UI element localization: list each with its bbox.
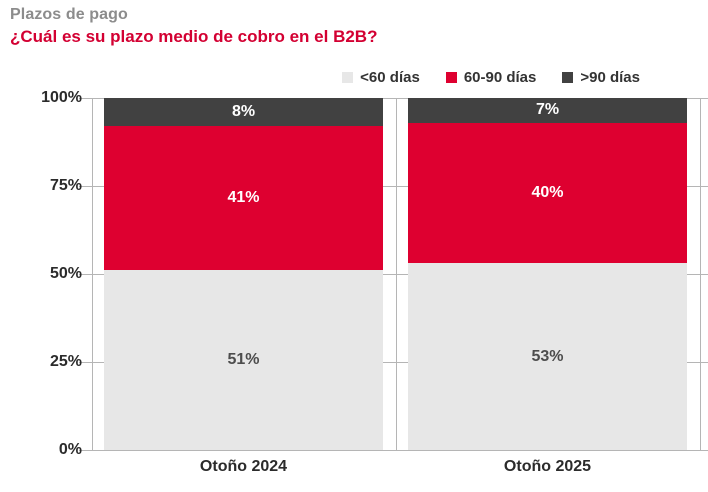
chart-title: ¿Cuál es su plazo medio de cobro en el B… bbox=[10, 27, 378, 46]
legend-swatch-icon bbox=[445, 72, 457, 83]
y-axis-tick-label: 25% bbox=[49, 353, 82, 370]
segment-value-label: 53% bbox=[531, 347, 564, 365]
x-axis-category-label: Otoño 2025 bbox=[503, 458, 592, 475]
axis-tick-mark bbox=[687, 186, 708, 187]
x-axis-category-label: Otoño 2024 bbox=[199, 458, 288, 475]
y-axis-tick-label: 50% bbox=[49, 265, 82, 282]
legend-label: >90 días bbox=[580, 69, 640, 86]
axis-tick-mark bbox=[383, 98, 410, 99]
bar-segment: 8% bbox=[104, 98, 383, 127]
axis-tick-mark bbox=[687, 98, 708, 99]
segment-value-label: 8% bbox=[231, 103, 256, 121]
axis-tick-mark bbox=[79, 98, 106, 99]
chart-legend: <60 días 60-90 días >90 días bbox=[342, 69, 640, 86]
segment-value-label: 40% bbox=[531, 184, 564, 202]
bar-segment: 41% bbox=[104, 126, 383, 271]
y-axis-tick-label: 75% bbox=[49, 177, 82, 194]
bar-segment: 51% bbox=[104, 270, 383, 450]
segment-value-label: 51% bbox=[227, 351, 260, 369]
y-axis-tick-label: 0% bbox=[58, 441, 82, 458]
legend-item-2: >90 días bbox=[562, 69, 640, 86]
axis-tick-mark bbox=[687, 274, 708, 275]
chart-kicker: Plazos de pago bbox=[10, 6, 128, 23]
legend-item-1: 60-90 días bbox=[445, 69, 537, 86]
legend-swatch-icon bbox=[342, 72, 354, 83]
segment-value-label: 41% bbox=[227, 189, 260, 207]
axis-tick-mark bbox=[79, 362, 106, 363]
segment-value-label: 7% bbox=[535, 101, 560, 119]
legend-label: <60 días bbox=[360, 69, 420, 86]
legend-swatch-icon bbox=[562, 72, 574, 83]
bar-segment: 7% bbox=[408, 98, 687, 123]
x-axis-baseline bbox=[79, 450, 708, 451]
axis-tick-mark bbox=[383, 274, 410, 275]
bar-segment: 53% bbox=[408, 263, 687, 450]
axis-tick-mark bbox=[79, 274, 106, 275]
stacked-bar-1: 7% 40% 53% bbox=[408, 98, 687, 450]
y-axis-tick-label: 100% bbox=[41, 89, 82, 106]
legend-label: 60-90 días bbox=[463, 69, 537, 86]
legend-item-0: <60 días bbox=[342, 69, 420, 86]
axis-tick-mark bbox=[687, 362, 708, 363]
axis-tick-mark bbox=[79, 186, 106, 187]
stacked-bar-0: 8% 41% 51% bbox=[104, 98, 383, 450]
bar-segment: 40% bbox=[408, 122, 687, 264]
axis-tick-mark bbox=[383, 186, 410, 187]
axis-tick-mark bbox=[383, 362, 410, 363]
